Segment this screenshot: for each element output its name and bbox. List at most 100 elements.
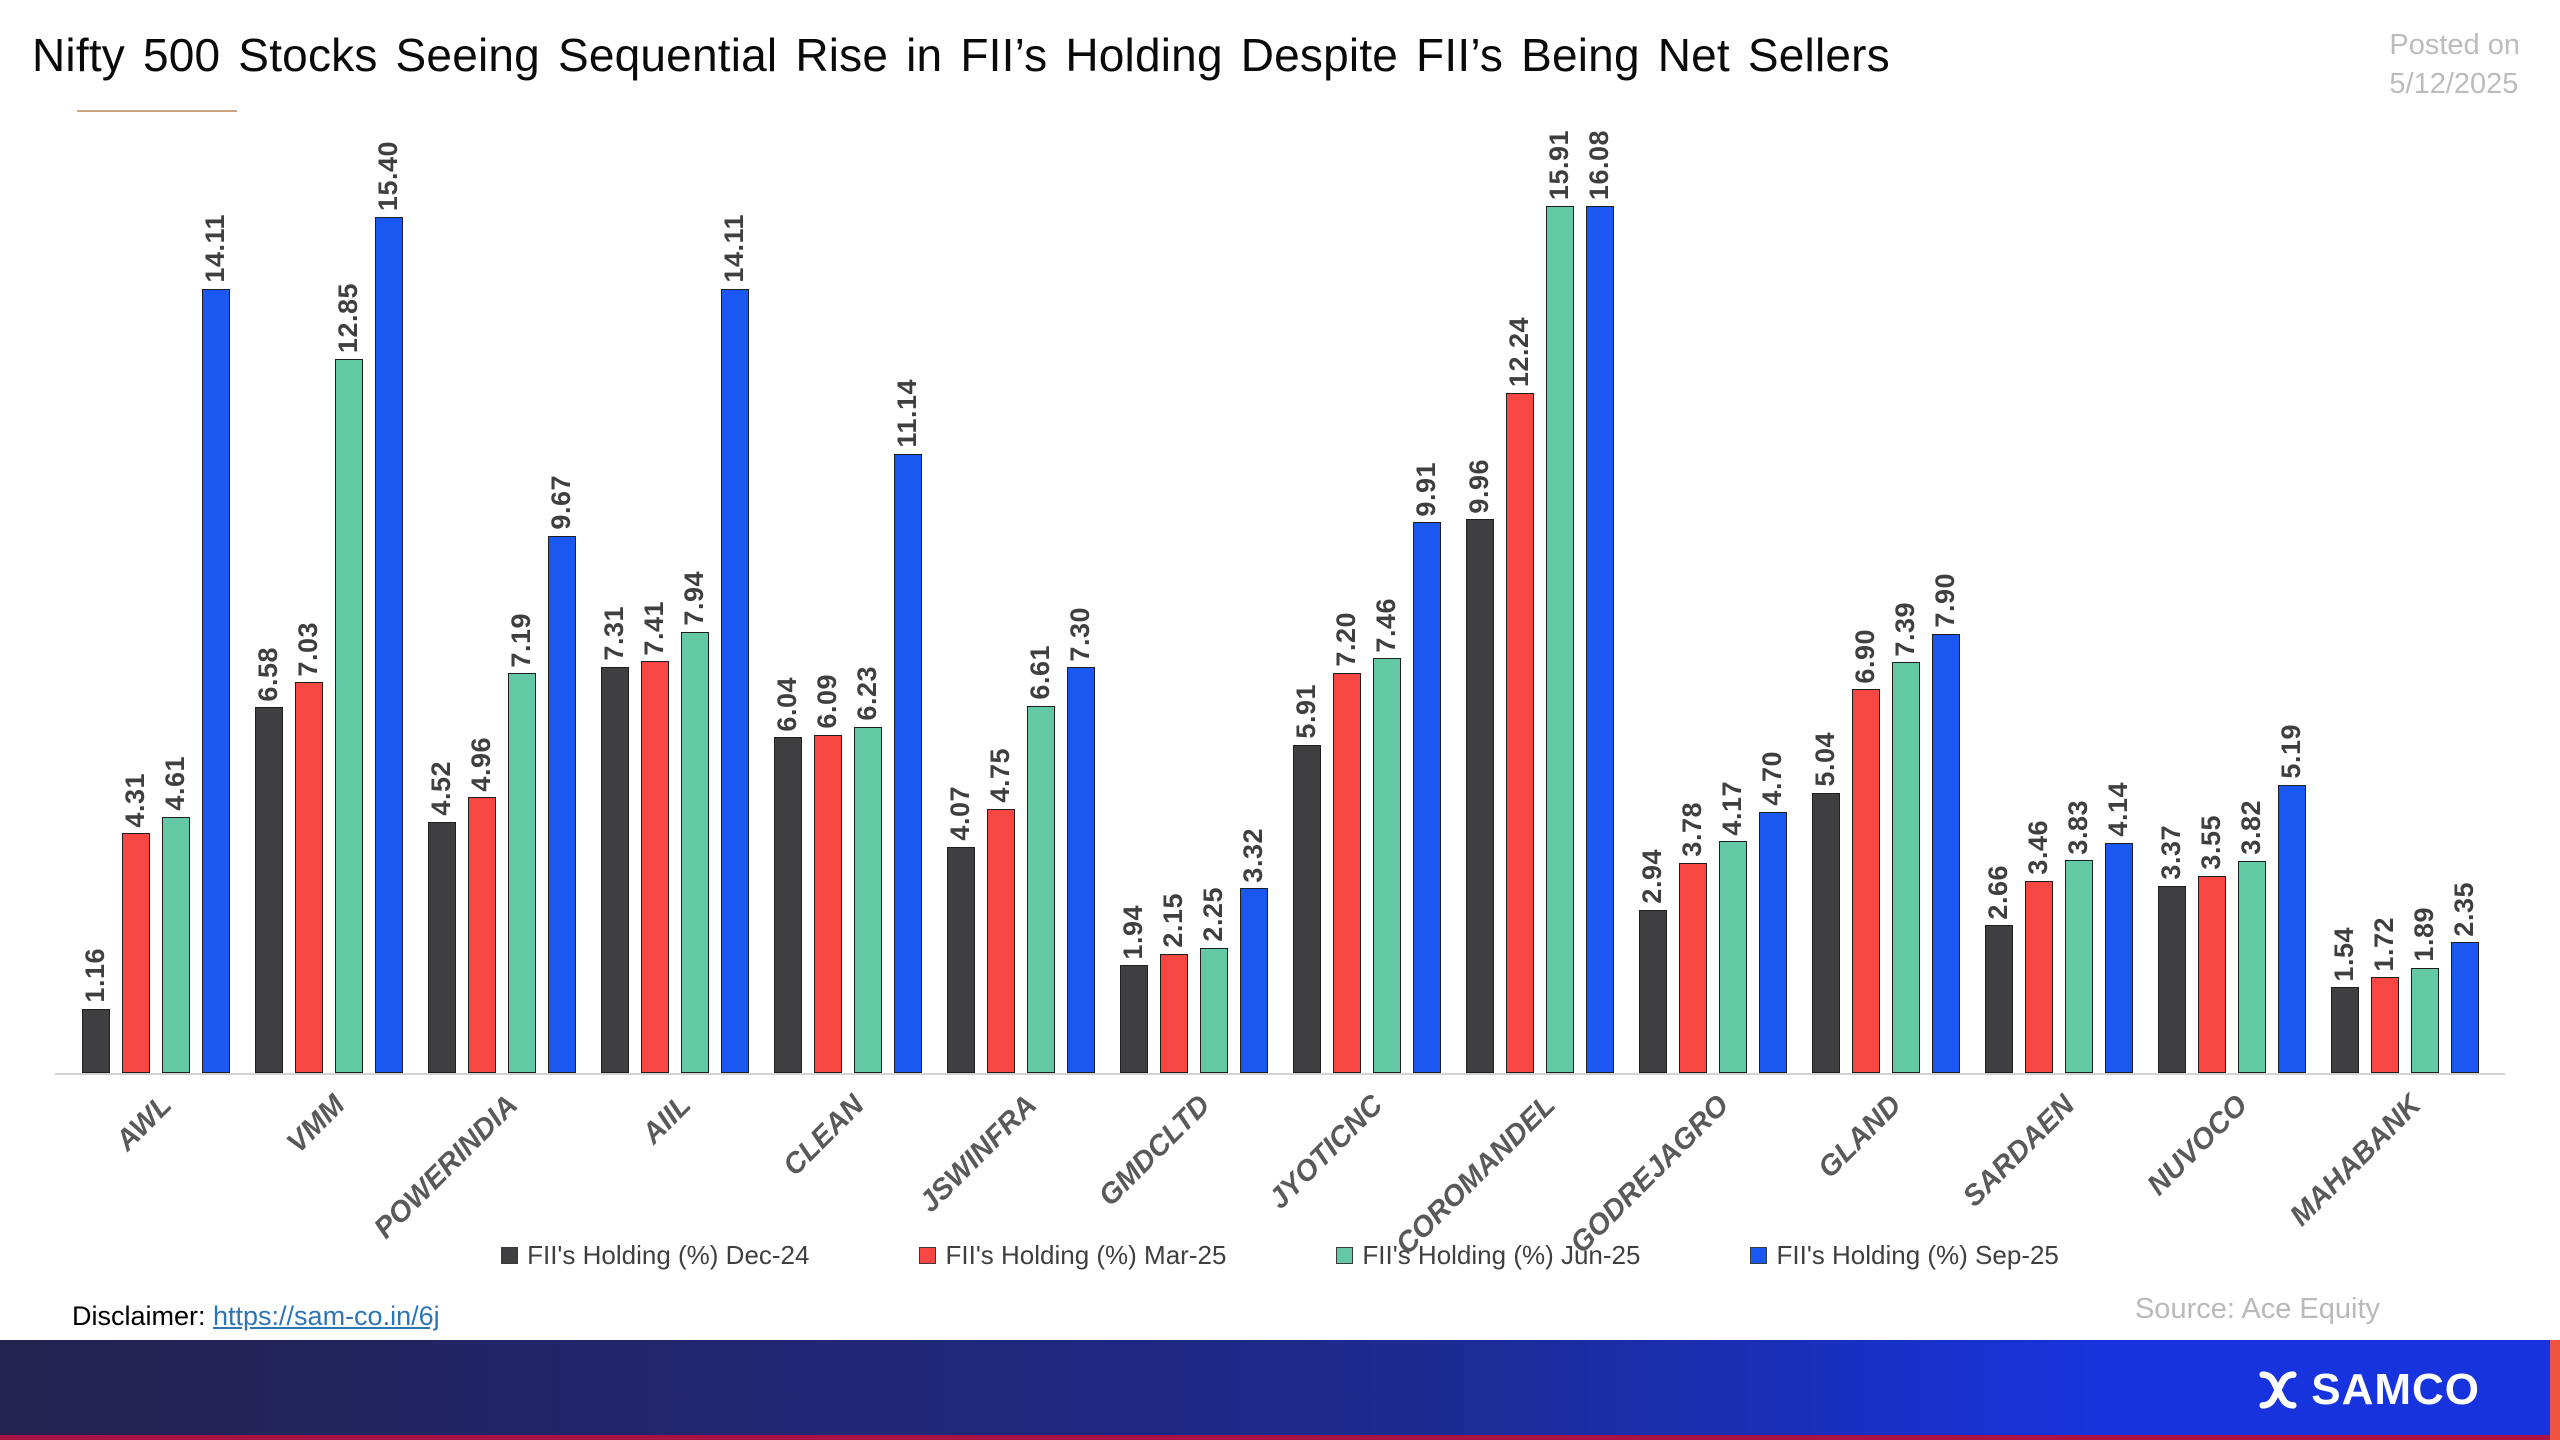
bar-value-label: 1.54 <box>2329 926 2359 982</box>
bar-value-label: 1.89 <box>2409 907 2439 962</box>
bar-column: 7.19 <box>506 130 537 1073</box>
bar <box>121 833 150 1073</box>
bar-column: 3.83 <box>2063 130 2094 1073</box>
bar <box>1638 909 1667 1073</box>
bar-value-label: 1.72 <box>2369 916 2399 972</box>
bar-column: 5.04 <box>1810 130 1841 1073</box>
legend-item: FII's Holding (%) Sep-25 <box>1750 1240 2059 1271</box>
bar-value-label: 3.55 <box>2196 815 2226 870</box>
bar-column: 3.82 <box>2236 130 2267 1073</box>
bar-value-label: 7.20 <box>1331 612 1361 667</box>
bar-column: 3.37 <box>2156 130 2187 1073</box>
bar-value-label: 12.85 <box>333 282 363 353</box>
bar-value-label: 5.19 <box>2276 723 2306 779</box>
footer-band: SAMCO <box>0 1340 2560 1440</box>
footer-bottom-line <box>0 1435 2560 1440</box>
bar-column: 7.39 <box>1890 130 1921 1073</box>
bar-value-label: 3.46 <box>2023 820 2053 875</box>
bar <box>467 797 496 1073</box>
bar <box>640 661 669 1073</box>
legend-item: FII's Holding (%) Jun-25 <box>1336 1240 1640 1271</box>
bar-value-label: 7.39 <box>1890 601 1920 657</box>
bar <box>986 809 1015 1073</box>
bar-column: 3.32 <box>1238 130 1269 1073</box>
legend-item: FII's Holding (%) Mar-25 <box>919 1240 1226 1271</box>
bar-value-label: 12.24 <box>1504 316 1534 387</box>
bar-column: 9.67 <box>546 130 577 1073</box>
bar-column: 4.70 <box>1757 130 1788 1073</box>
bar-column: 1.16 <box>80 130 111 1073</box>
bar-column: 1.94 <box>1118 130 1149 1073</box>
bar <box>1505 392 1534 1073</box>
disclaimer-label: Disclaimer: <box>72 1301 214 1331</box>
bar-column: 1.89 <box>2409 130 2440 1073</box>
bar-column: 7.41 <box>639 130 670 1073</box>
bar-value-label: 16.08 <box>1584 130 1614 201</box>
bar-value-label: 6.90 <box>1850 628 1880 684</box>
bar-group-clean: 6.04 6.09 6.23 11.14 CLEAN <box>772 130 923 1182</box>
bar-column: 4.75 <box>985 130 1016 1073</box>
bar-value-label: 4.31 <box>120 772 150 828</box>
bar-column: 11.14 <box>892 130 923 1073</box>
posted-on-date: 5/12/2025 <box>2389 68 2519 101</box>
source-credit: Source: Ace Equity <box>2134 1293 2380 1325</box>
legend: FII's Holding (%) Dec-24 FII's Holding (%… <box>0 1235 2560 1275</box>
bar-column: 12.85 <box>333 130 364 1073</box>
brand-lockup: SAMCO <box>2255 1365 2480 1415</box>
bar <box>1758 811 1787 1073</box>
bar-value-label: 4.52 <box>426 761 456 816</box>
bar-column: 9.96 <box>1464 130 1495 1073</box>
disclaimer-link[interactable]: https://sam-co.in/6j <box>213 1301 440 1331</box>
bar-group-gland: 5.04 6.90 7.39 7.90 GLAND <box>1810 130 1961 1184</box>
bar-value-label: 7.19 <box>506 612 536 668</box>
bar-value-label: 6.04 <box>772 676 802 732</box>
legend-item: FII's Holding (%) Dec-24 <box>501 1240 809 1271</box>
bar-column: 3.55 <box>2196 130 2227 1073</box>
bar-column: 2.94 <box>1637 130 1668 1073</box>
bar <box>1811 792 1840 1073</box>
bar-group-jyoticnc: 5.91 7.20 7.46 9.91 JYOTICNC <box>1263 130 1442 1216</box>
bar <box>2157 885 2186 1073</box>
posted-on: Posted on 5/12/2025 <box>2389 26 2520 104</box>
bar-value-label: 4.07 <box>945 786 975 841</box>
bar-column: 6.61 <box>1025 130 1056 1073</box>
legend-swatch-icon <box>1750 1246 1768 1264</box>
bar <box>1119 965 1148 1073</box>
bar-value-label: 9.67 <box>546 474 576 530</box>
bar <box>813 734 842 1073</box>
bar <box>1372 658 1401 1073</box>
legend-label: FII's Holding (%) Jun-25 <box>1362 1239 1641 1270</box>
bar <box>1239 888 1268 1073</box>
bar-group-godrejagro: 2.94 3.78 4.17 4.70 GODREJAGRO <box>1564 130 1788 1260</box>
bar-value-label: 3.83 <box>2063 799 2093 855</box>
bar-column: 2.25 <box>1198 130 1229 1073</box>
bar-value-label: 3.82 <box>2236 800 2266 855</box>
bar <box>1851 689 1880 1073</box>
bar-value-label: 5.04 <box>1810 732 1840 787</box>
bar <box>294 682 323 1073</box>
bar-group-aiil: 7.31 7.41 7.94 14.11 AIIL <box>599 130 750 1150</box>
bar-value-label: 7.03 <box>293 621 323 677</box>
bar-column: 7.20 <box>1331 130 1362 1073</box>
bar <box>1891 662 1920 1073</box>
bar-value-label: 3.78 <box>1677 802 1707 857</box>
bar-column: 4.61 <box>160 130 191 1073</box>
bar-value-label: 4.61 <box>160 756 190 811</box>
bar-column: 6.04 <box>772 130 803 1073</box>
bar <box>2450 942 2479 1073</box>
bar <box>547 535 576 1073</box>
bar-value-label: 2.15 <box>1158 892 1188 948</box>
bar <box>2064 860 2093 1073</box>
bar-column: 1.72 <box>2369 130 2400 1073</box>
bar <box>1159 953 1188 1073</box>
bar <box>2370 977 2399 1073</box>
byline-row: Disclaimer: https://sam-co.in/6j Source:… <box>0 1293 2560 1363</box>
bar <box>1718 841 1747 1073</box>
bar <box>1199 947 1228 1073</box>
bar-value-label: 4.17 <box>1717 780 1747 836</box>
bar <box>1332 672 1361 1073</box>
bar-value-label: 1.16 <box>80 947 110 1003</box>
bar-value-label: 3.32 <box>1238 827 1268 883</box>
bar <box>1412 522 1441 1073</box>
bar <box>1545 206 1574 1073</box>
